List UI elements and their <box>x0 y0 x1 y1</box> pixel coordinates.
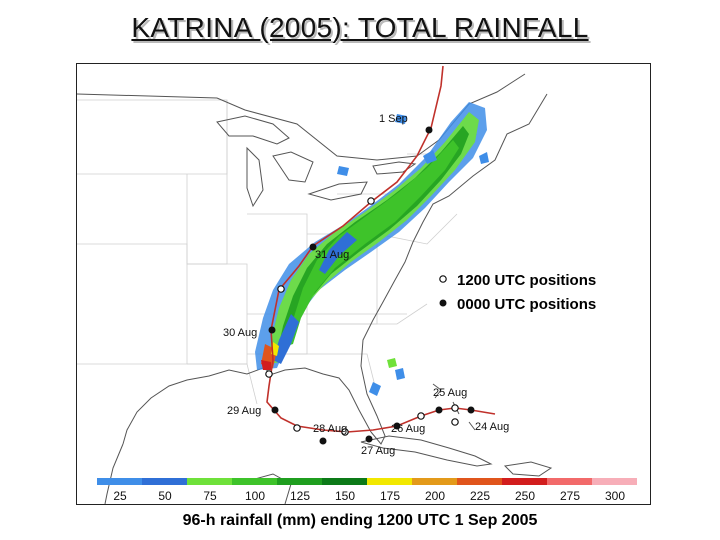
label-25-aug: 25 Aug <box>433 387 467 399</box>
track-labels: 1 Sep 31 Aug 30 Aug 29 Aug 28 Aug 27 Aug… <box>223 113 509 457</box>
legend-0000utc-label: 0000 UTC positions <box>457 296 596 313</box>
colorbar-tick-label: 100 <box>245 489 265 503</box>
colorbar-swatch <box>592 478 637 485</box>
colorbar-swatch <box>232 478 277 485</box>
track-point-1200utc <box>265 370 273 378</box>
colorbar-tick-label: 150 <box>335 489 355 503</box>
colorbar-swatch <box>502 478 547 485</box>
track-point-0000utc <box>271 406 279 414</box>
colorbar-tick-label: 25 <box>113 489 127 503</box>
colorbar: 25 50 75 100 125 150 175 200 225 250 275 300 <box>97 478 637 503</box>
track-point-0000utc <box>425 126 433 134</box>
legend-1200utc-marker <box>439 275 447 283</box>
colorbar-tick-label: 50 <box>158 489 172 503</box>
colorbar-swatch <box>142 478 187 485</box>
label-27-aug: 27 Aug <box>361 445 395 457</box>
track-point-1200utc <box>341 428 349 436</box>
page-title: KATRINA (2005): TOTAL RAINFALL <box>131 12 589 43</box>
rainfall-map: 1 Sep 31 Aug 30 Aug 29 Aug 28 Aug 27 Aug… <box>76 63 651 505</box>
colorbar-swatch <box>277 478 322 485</box>
colorbar-tick-label: 175 <box>380 489 400 503</box>
legend-0000utc-marker <box>439 299 447 307</box>
track-point-1200utc <box>451 418 459 426</box>
label-1-sep: 1 Sep <box>379 113 408 125</box>
colorbar-swatch <box>187 478 232 485</box>
track-point-0000utc <box>268 326 276 334</box>
colorbar-swatch <box>367 478 412 485</box>
track-point-0000utc <box>435 406 443 414</box>
track-markers <box>265 126 475 445</box>
colorbar-swatch <box>547 478 592 485</box>
colorbar-swatch <box>412 478 457 485</box>
label-26-aug: 26 Aug <box>391 423 425 435</box>
colorbar-tick-label: 125 <box>290 489 310 503</box>
track-point-1200utc <box>451 404 459 412</box>
track-point-1200utc <box>277 285 285 293</box>
colorbar-swatch <box>322 478 367 485</box>
coastlines <box>77 73 553 504</box>
map-legend: 1200 UTC positions 0000 UTC positions <box>439 272 596 313</box>
colorbar-swatch <box>457 478 502 485</box>
colorbar-tick-label: 250 <box>515 489 535 503</box>
label-24-aug: 24 Aug <box>475 421 509 433</box>
colorbar-tick-label: 75 <box>203 489 217 503</box>
legend-1200utc-label: 1200 UTC positions <box>457 272 596 289</box>
track-point-1200utc <box>293 424 301 432</box>
colorbar-tick-label: 225 <box>470 489 490 503</box>
track-point-0000utc <box>467 406 475 414</box>
track-point-0000utc <box>319 437 327 445</box>
label-29-aug: 29 Aug <box>227 405 261 417</box>
colorbar-tick-label: 300 <box>605 489 625 503</box>
label-31-aug: 31 Aug <box>315 249 349 261</box>
colorbar-tick-label: 200 <box>425 489 445 503</box>
track-point-0000utc <box>393 422 401 430</box>
map-caption: 96-h rainfall (mm) ending 1200 UTC 1 Sep… <box>182 512 538 529</box>
rainfall-swath <box>255 102 489 396</box>
track-point-0000utc <box>309 243 317 251</box>
track-point-1200utc <box>417 412 425 420</box>
label-28-aug: 28 Aug <box>313 423 347 435</box>
track-point-1200utc <box>367 197 375 205</box>
colorbar-tick-label: 275 <box>560 489 580 503</box>
label-30-aug: 30 Aug <box>223 327 257 339</box>
track-point-0000utc <box>365 435 373 443</box>
colorbar-swatch <box>97 478 142 485</box>
